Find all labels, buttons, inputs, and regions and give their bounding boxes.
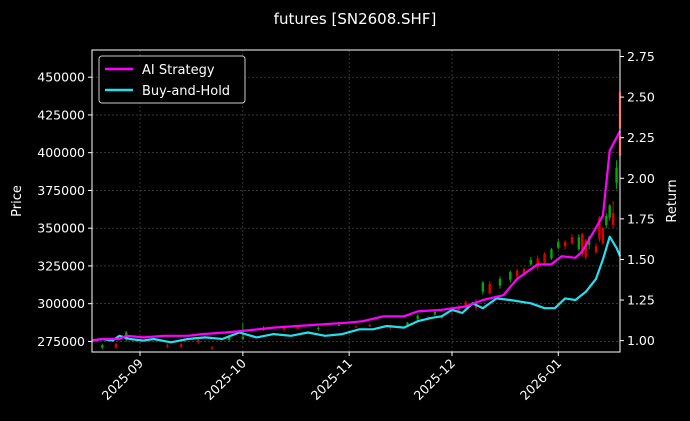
y2-tick-label: 2.00 [627, 171, 655, 186]
candle-body [515, 270, 519, 277]
candle-body [543, 253, 546, 263]
y2-tick-label: 1.50 [627, 252, 655, 267]
candle-body [416, 315, 419, 319]
candle-body [354, 326, 358, 328]
y-tick-label: 325000 [37, 258, 85, 273]
y2-tick-label: 2.25 [627, 130, 655, 145]
y-tick-label: 300000 [37, 296, 85, 311]
candle-body [337, 324, 341, 326]
candle-body [615, 167, 618, 183]
candle-body [509, 271, 512, 280]
candle-body [197, 339, 200, 343]
candle-body [179, 344, 183, 347]
y2-tick-label: 2.50 [627, 90, 655, 105]
candle-body [577, 237, 581, 250]
legend-label-ai-strategy: AI Strategy [142, 63, 215, 78]
candle-body [611, 213, 615, 226]
candle-body [605, 216, 608, 226]
legend-box [98, 55, 246, 104]
y2-tick-label: 1.75 [627, 211, 655, 226]
series-lines [91, 130, 622, 344]
candle-body [584, 240, 587, 257]
candle-body [522, 268, 526, 274]
y-tick-label: 275000 [37, 334, 85, 349]
legend: AI Strategy Buy-and-Hold [98, 55, 246, 104]
candle-body [296, 327, 299, 329]
y-tick-label: 425000 [37, 107, 85, 122]
y-axis-left: 275000 300000 325000 350000 375000 400000 4250… [37, 70, 92, 349]
candle-body [529, 259, 533, 265]
candle-body [101, 345, 104, 348]
plot-frame [91, 49, 621, 353]
candle-body [598, 217, 601, 239]
candle-body [317, 327, 320, 329]
candle-body [241, 336, 245, 340]
candle-body [563, 241, 567, 247]
chart-title: futures [SN2608.SHF] [274, 10, 437, 28]
candle-body [440, 317, 443, 319]
candle-body [601, 228, 605, 244]
y-axis-right: 1.00 1.25 1.50 1.75 2.00 2.25 2.50 2.75 [620, 49, 655, 348]
candle-body [536, 258, 539, 268]
candle-body [550, 249, 553, 259]
candle-body [570, 237, 574, 244]
candle-body [368, 324, 371, 327]
candle-body [166, 345, 169, 347]
candle-body [227, 336, 231, 340]
candle-body [210, 347, 214, 349]
series-line-ai-strategy [91, 130, 621, 342]
candle-body [406, 322, 409, 325]
series-line-buy-and-hold [91, 235, 622, 344]
y-tick-label: 400000 [37, 145, 85, 160]
candle-body [557, 241, 560, 248]
y-tick-label: 350000 [37, 221, 85, 236]
y2-tick-label: 1.00 [627, 333, 655, 348]
candle-body [464, 302, 467, 307]
candle-body [594, 246, 598, 253]
candle-body [488, 284, 491, 294]
legend-label-buy-and-hold: Buy-and-Hold [142, 84, 230, 99]
candle-body [433, 311, 437, 315]
candle-body [498, 278, 502, 286]
candle-body [114, 343, 118, 348]
candle-body [581, 234, 584, 254]
y-tick-label: 375000 [37, 183, 85, 198]
y2-tick-label: 2.75 [627, 49, 655, 64]
y2-tick-label: 1.25 [627, 293, 655, 308]
candle-body [608, 205, 611, 218]
candle-body [457, 308, 461, 311]
y-axis-title: Price [10, 185, 25, 217]
candle-body [481, 282, 485, 292]
y2-axis-title: Return [665, 179, 680, 222]
y-tick-label: 450000 [37, 70, 85, 85]
